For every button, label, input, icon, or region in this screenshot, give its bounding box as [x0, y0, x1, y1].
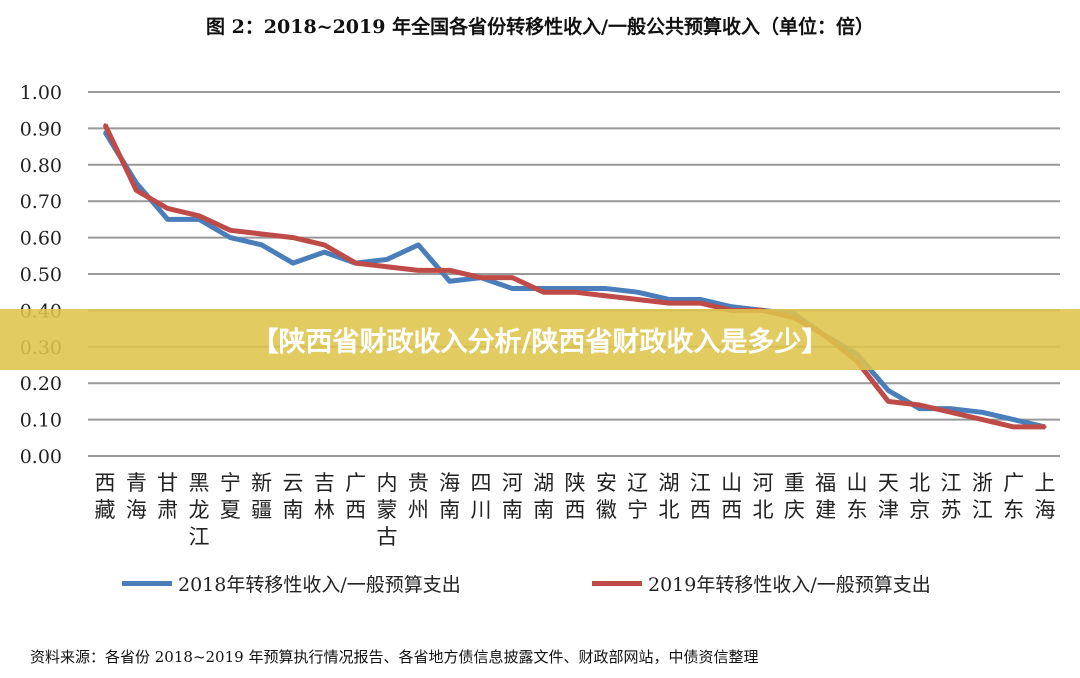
y-tick-label: 0.70 [20, 191, 62, 213]
data-point [448, 279, 452, 283]
line-chart: 0.000.100.200.300.400.500.600.700.800.90… [20, 82, 1060, 549]
data-point [918, 407, 922, 411]
y-tick-label: 1.00 [20, 82, 62, 104]
data-point [667, 297, 671, 301]
x-tick-label: 陕西 [565, 471, 586, 522]
data-point [1043, 425, 1047, 429]
data-point [322, 243, 326, 247]
x-tick-label: 湖南 [533, 471, 554, 522]
data-point [949, 407, 953, 411]
x-tick-label: 四川 [471, 471, 492, 522]
data-point [416, 268, 420, 272]
x-tick-label: 河北 [753, 471, 774, 522]
data-point [636, 290, 640, 294]
y-tick-label: 0.80 [20, 155, 62, 177]
y-tick-label: 0.00 [20, 446, 62, 468]
overlay-banner: 【陕西省财政收入分析/陕西省财政收入是多少】 [0, 309, 1080, 370]
legend-label: 2019年转移性收入/一般预算支出 [648, 574, 931, 596]
legend-swatch [122, 581, 172, 586]
data-point [479, 276, 483, 280]
y-tick-label: 0.50 [20, 264, 62, 286]
x-tick-label: 海南 [439, 471, 460, 522]
data-point [228, 228, 232, 232]
legend-label: 2018年转移性收入/一般预算支出 [178, 574, 461, 596]
data-point [886, 388, 890, 392]
data-point [542, 290, 546, 294]
x-tick-label: 贵州 [408, 471, 429, 522]
data-point [980, 418, 984, 422]
data-point [918, 403, 922, 407]
x-tick-label: 上海 [1035, 471, 1056, 522]
data-point [604, 287, 608, 291]
x-tick-label: 安徽 [596, 471, 617, 522]
x-tick-label: 山东 [847, 471, 868, 522]
data-point [1012, 425, 1016, 429]
data-point [291, 261, 295, 265]
legend-item-2019: 2019年转移性收入/一般预算支出 [592, 570, 931, 597]
data-point [448, 268, 452, 272]
x-tick-label: 黑龙江 [189, 471, 210, 549]
y-tick-label: 0.60 [20, 228, 62, 250]
legend-item-2018: 2018年转移性收入/一般预算支出 [122, 570, 461, 597]
data-point [510, 287, 514, 291]
x-tick-label: 吉林 [314, 471, 335, 522]
data-point [322, 250, 326, 254]
data-point [354, 261, 358, 265]
data-point [291, 236, 295, 240]
data-point [604, 294, 608, 298]
x-tick-label: 广东 [1003, 471, 1024, 522]
x-tick-label: 河南 [502, 471, 523, 522]
x-tick-label: 福建 [815, 471, 836, 522]
data-point [166, 217, 170, 221]
data-point [385, 265, 389, 269]
data-point [166, 206, 170, 210]
data-point [730, 305, 734, 309]
data-point [385, 257, 389, 261]
data-point [698, 297, 702, 301]
x-tick-label: 天津 [878, 471, 899, 522]
data-point [886, 399, 890, 403]
series-line-1 [102, 123, 1045, 430]
data-point [103, 123, 107, 127]
x-tick-label: 宁夏 [220, 471, 241, 522]
data-point [980, 410, 984, 414]
data-point [573, 290, 577, 294]
x-tick-label: 江苏 [941, 471, 962, 522]
x-tick-label: 西藏 [95, 471, 116, 522]
data-point [197, 214, 201, 218]
x-tick-label: 浙江 [972, 471, 993, 522]
x-tick-label: 湖北 [659, 471, 680, 522]
x-tick-label: 北京 [909, 471, 930, 522]
data-point [510, 276, 514, 280]
y-tick-label: 0.90 [20, 118, 62, 140]
chart-title: 图 2：2018~2019 年全国各省份转移性收入/一般公共预算收入（单位：倍） [205, 16, 875, 38]
x-tick-label: 江西 [690, 471, 711, 522]
y-tick-label: 0.20 [20, 373, 62, 395]
data-point [260, 232, 264, 236]
data-point [416, 243, 420, 247]
data-point [134, 188, 138, 192]
data-point [698, 301, 702, 305]
legend-swatch [592, 581, 642, 586]
y-tick-label: 0.10 [20, 410, 62, 432]
x-tick-label: 山西 [721, 471, 742, 522]
data-point [949, 410, 953, 414]
data-point [228, 236, 232, 240]
x-tick-label: 内蒙古 [377, 471, 398, 549]
data-point [636, 297, 640, 301]
x-tick-label: 青海 [126, 471, 147, 522]
x-tick-label: 重庆 [784, 471, 805, 522]
data-point [260, 243, 264, 247]
x-tick-label: 广西 [345, 471, 366, 522]
x-tick-label: 新疆 [251, 471, 272, 522]
x-tick-label: 辽宁 [627, 471, 648, 522]
data-point [667, 301, 671, 305]
data-point [1012, 418, 1016, 422]
x-tick-label: 甘肃 [157, 471, 178, 522]
x-tick-label: 云南 [283, 471, 304, 522]
data-point [573, 287, 577, 291]
source-note: 资料来源：各省份 2018~2019 年预算执行情况报告、各省地方债信息披露文件… [30, 648, 759, 666]
